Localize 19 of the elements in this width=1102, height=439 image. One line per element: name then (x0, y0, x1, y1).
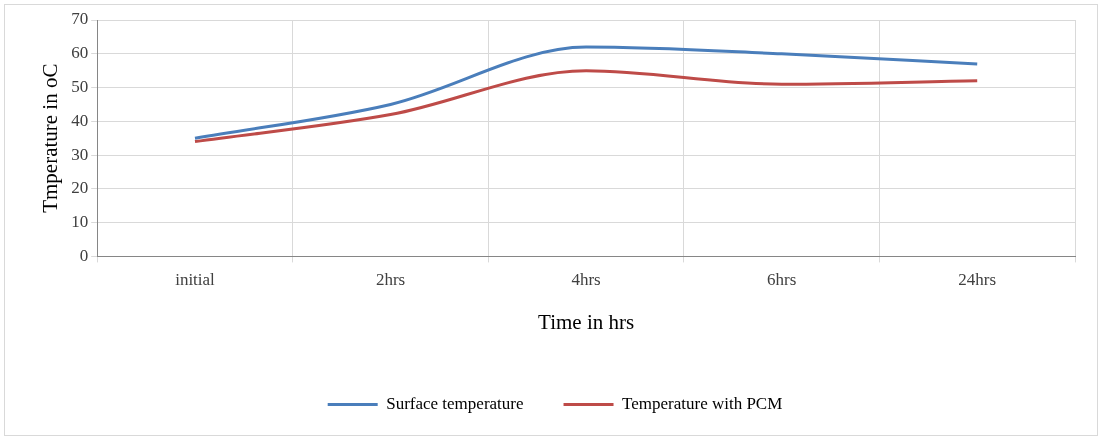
y-tick-label: 50 (71, 77, 89, 97)
x-tick-label: 2hrs (375, 270, 406, 290)
y-tick-label: 70 (71, 9, 89, 29)
y-tick-label: 30 (71, 144, 89, 164)
x-tick-label: 24hrs (958, 270, 997, 290)
x-tick-label: 4hrs (571, 270, 601, 290)
y-tick-label: 20 (71, 178, 89, 198)
y-tick-label: 60 (71, 43, 89, 63)
legend-label: Surface temperature (386, 393, 524, 413)
y-tick-label: 10 (71, 212, 89, 232)
x-axis-title: Time in hrs (538, 309, 635, 334)
y-tick-label: 0 (79, 245, 89, 265)
line-series (193, 45, 979, 140)
x-tick-label: initial (175, 270, 216, 290)
line-series (193, 69, 979, 144)
y-axis-title: Tmperature in oC (38, 63, 63, 213)
y-tick-label: 40 (71, 110, 89, 130)
legend-label: Temperature with PCM (622, 393, 783, 413)
x-tick-label: 6hrs (767, 270, 797, 290)
